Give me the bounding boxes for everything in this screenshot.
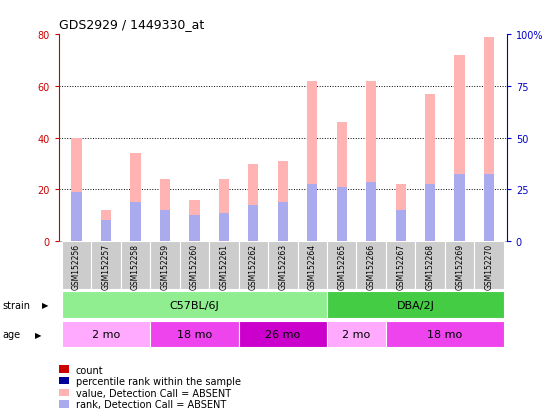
- Text: value, Detection Call = ABSENT: value, Detection Call = ABSENT: [76, 388, 231, 398]
- Bar: [239, 321, 327, 347]
- Text: GSM152266: GSM152266: [367, 243, 376, 289]
- Text: percentile rank within the sample: percentile rank within the sample: [76, 376, 241, 386]
- Bar: [455, 174, 465, 242]
- Bar: [248, 206, 259, 242]
- Bar: [209, 242, 239, 289]
- Bar: [425, 95, 435, 242]
- Bar: [189, 200, 199, 242]
- Text: C57BL/6J: C57BL/6J: [170, 300, 220, 310]
- Bar: [62, 321, 150, 347]
- Text: GSM152270: GSM152270: [484, 243, 493, 289]
- Text: 2 mo: 2 mo: [342, 329, 371, 339]
- Bar: [219, 213, 229, 242]
- Bar: [150, 242, 180, 289]
- Text: GSM152267: GSM152267: [396, 243, 405, 289]
- Bar: [121, 242, 150, 289]
- Bar: [239, 242, 268, 289]
- Bar: [357, 242, 386, 289]
- Text: GSM152259: GSM152259: [160, 243, 170, 289]
- Bar: [160, 180, 170, 242]
- Text: GSM152257: GSM152257: [101, 243, 110, 289]
- Text: 26 mo: 26 mo: [265, 329, 300, 339]
- Bar: [189, 216, 199, 242]
- Text: GSM152264: GSM152264: [308, 243, 317, 289]
- Bar: [484, 38, 494, 242]
- Bar: [395, 185, 406, 242]
- Bar: [71, 192, 82, 242]
- Bar: [484, 174, 494, 242]
- Bar: [474, 242, 504, 289]
- Bar: [91, 242, 121, 289]
- Bar: [366, 182, 376, 242]
- Text: GSM152269: GSM152269: [455, 243, 464, 289]
- Text: DBA/2J: DBA/2J: [396, 300, 435, 310]
- Text: age: age: [3, 330, 21, 339]
- Bar: [297, 242, 327, 289]
- Bar: [366, 82, 376, 242]
- Bar: [327, 242, 357, 289]
- Bar: [455, 56, 465, 242]
- Bar: [386, 242, 416, 289]
- Bar: [278, 203, 288, 242]
- Bar: [337, 188, 347, 242]
- Bar: [248, 164, 259, 242]
- Bar: [416, 242, 445, 289]
- Bar: [160, 211, 170, 242]
- Bar: [62, 291, 327, 318]
- Text: 18 mo: 18 mo: [177, 329, 212, 339]
- Bar: [62, 242, 91, 289]
- Bar: [278, 161, 288, 242]
- Bar: [327, 291, 504, 318]
- Text: ▶: ▶: [35, 330, 41, 339]
- Text: ▶: ▶: [41, 300, 48, 309]
- Text: GSM152268: GSM152268: [426, 243, 435, 289]
- Bar: [395, 211, 406, 242]
- Bar: [71, 138, 82, 242]
- Bar: [445, 242, 474, 289]
- Bar: [219, 180, 229, 242]
- Bar: [425, 185, 435, 242]
- Text: strain: strain: [3, 300, 31, 310]
- Text: 18 mo: 18 mo: [427, 329, 463, 339]
- Bar: [337, 123, 347, 242]
- Text: count: count: [76, 365, 103, 375]
- Bar: [101, 221, 111, 242]
- Bar: [180, 242, 209, 289]
- Text: GSM152261: GSM152261: [220, 243, 228, 289]
- Bar: [268, 242, 297, 289]
- Text: GSM152262: GSM152262: [249, 243, 258, 289]
- Text: GDS2929 / 1449330_at: GDS2929 / 1449330_at: [59, 18, 204, 31]
- Text: GSM152260: GSM152260: [190, 243, 199, 289]
- Bar: [150, 321, 239, 347]
- Bar: [307, 82, 318, 242]
- Text: GSM152263: GSM152263: [278, 243, 287, 289]
- Text: 2 mo: 2 mo: [92, 329, 120, 339]
- Text: GSM152265: GSM152265: [337, 243, 346, 289]
- Bar: [130, 154, 141, 242]
- Bar: [101, 211, 111, 242]
- Text: GSM152256: GSM152256: [72, 243, 81, 289]
- Bar: [307, 185, 318, 242]
- Text: rank, Detection Call = ABSENT: rank, Detection Call = ABSENT: [76, 399, 226, 409]
- Bar: [327, 321, 386, 347]
- Bar: [386, 321, 504, 347]
- Text: GSM152258: GSM152258: [131, 243, 140, 289]
- Bar: [130, 203, 141, 242]
